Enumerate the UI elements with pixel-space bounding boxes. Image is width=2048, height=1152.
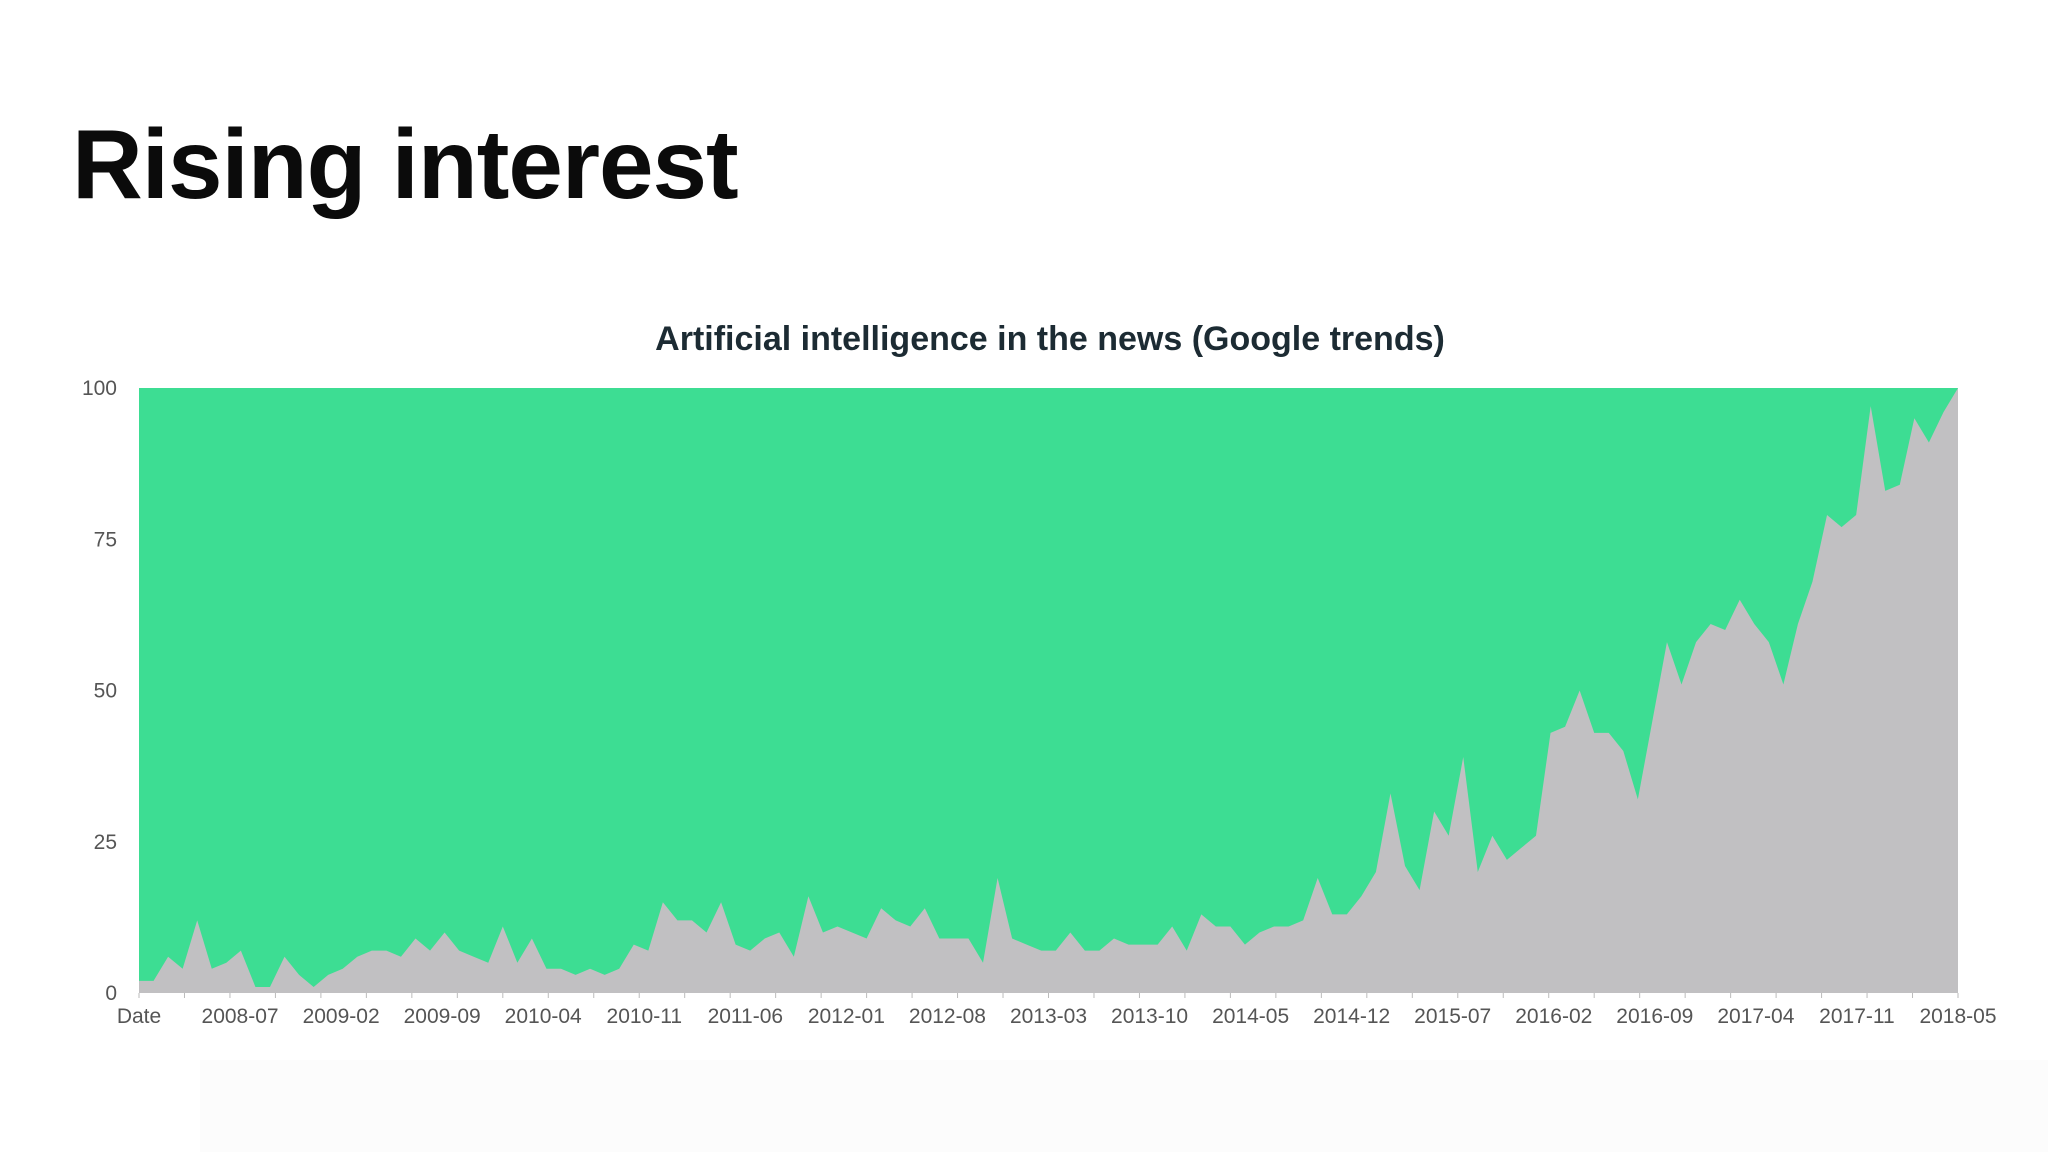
x-tick-label: 2010-11 bbox=[607, 1005, 683, 1028]
x-tick-label: 2016-02 bbox=[1515, 1005, 1592, 1028]
footer-band bbox=[200, 1060, 2048, 1152]
x-tick-label: Date bbox=[117, 1005, 161, 1028]
x-tick-label: 2009-02 bbox=[303, 1005, 380, 1028]
y-tick-label: 75 bbox=[94, 528, 117, 551]
y-tick-label: 50 bbox=[94, 680, 117, 703]
area-chart: 0 25 50 75 100 Date 2008-07 2009-02 2009-09 2010-… bbox=[82, 377, 1997, 1028]
chart-title: Artificial intelligence in the news (Goo… bbox=[655, 320, 1445, 358]
x-tick-label: 2015-07 bbox=[1414, 1005, 1491, 1028]
x-tick-label: 2008-07 bbox=[202, 1005, 279, 1028]
x-tick-label: 2012-08 bbox=[909, 1005, 986, 1028]
series-area bbox=[139, 388, 1958, 993]
y-tick-label: 0 bbox=[105, 982, 117, 1005]
x-tick-label: 2017-11 bbox=[1819, 1005, 1895, 1028]
x-tick-label: 2014-05 bbox=[1212, 1005, 1289, 1028]
slide-title: Rising interest bbox=[72, 109, 739, 219]
x-tick-label: 2011-06 bbox=[708, 1005, 784, 1028]
x-tick-label: 2018-05 bbox=[1919, 1005, 1996, 1028]
x-tick-label: 2009-09 bbox=[404, 1005, 481, 1028]
y-tick-label: 100 bbox=[82, 377, 117, 400]
x-tick-label: 2013-03 bbox=[1010, 1005, 1087, 1028]
y-tick-label: 25 bbox=[94, 831, 117, 854]
x-tick-label: 2017-04 bbox=[1717, 1005, 1794, 1028]
x-tick-label: 2014-12 bbox=[1313, 1005, 1390, 1028]
x-tick-label: 2012-01 bbox=[808, 1005, 885, 1028]
x-tick-label: 2010-04 bbox=[505, 1005, 582, 1028]
x-tick-label: 2013-10 bbox=[1111, 1005, 1188, 1028]
x-tick-label: 2016-09 bbox=[1616, 1005, 1693, 1028]
chart-container: Artificial intelligence in the news (Goo… bbox=[0, 320, 2048, 1040]
